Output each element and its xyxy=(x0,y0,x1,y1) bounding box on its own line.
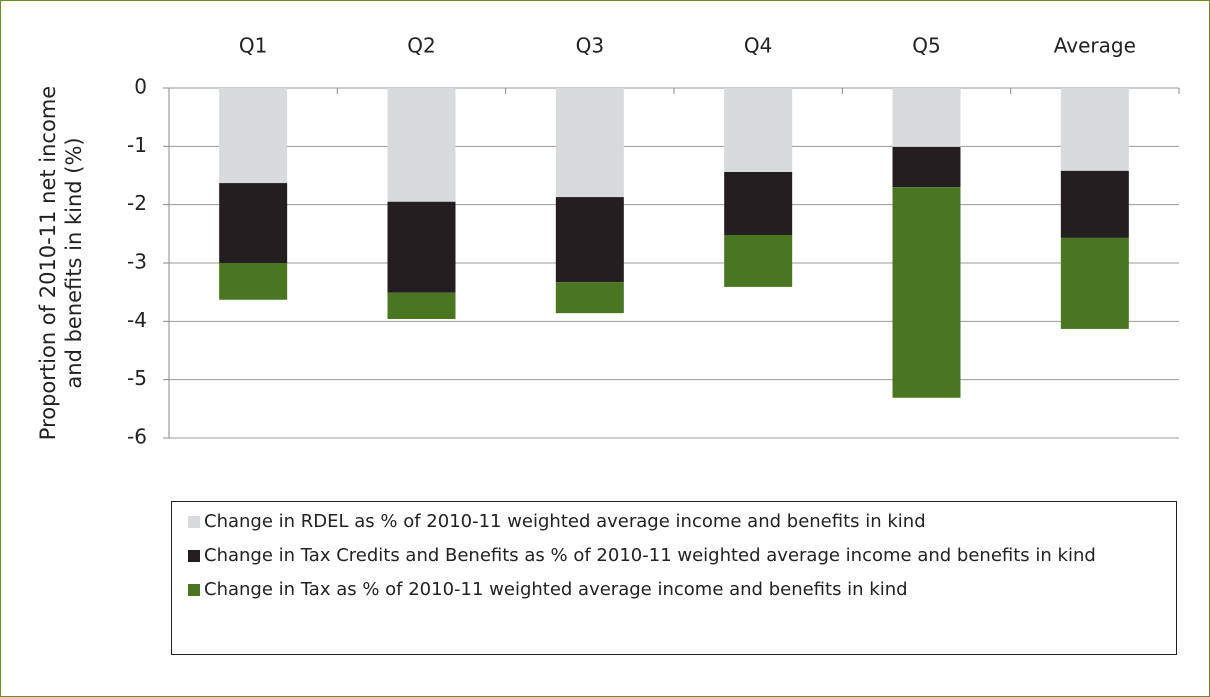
legend-label: Change in Tax as % of 2010-11 weighted a… xyxy=(204,579,908,600)
bar-segment xyxy=(724,235,793,287)
x-tick-label: Q5 xyxy=(912,34,940,58)
bar-segment xyxy=(892,146,961,188)
bar-segment xyxy=(219,183,288,263)
x-tick-label: Q3 xyxy=(576,34,604,58)
bar-segment xyxy=(387,88,456,202)
y-tick-label: -3 xyxy=(127,250,147,274)
legend-item: Change in Tax as % of 2010-11 weighted a… xyxy=(188,578,1166,602)
y-tick-label: -2 xyxy=(127,191,147,215)
legend-item: Change in Tax Credits and Benefits as % … xyxy=(188,544,1166,568)
bar-segment xyxy=(219,88,288,184)
bar-segment xyxy=(1060,237,1129,329)
y-tick-label: -4 xyxy=(127,308,147,332)
bar-segment xyxy=(724,88,793,172)
bar-segment xyxy=(219,263,288,300)
x-tick-label: Q4 xyxy=(744,34,772,58)
bar-segment xyxy=(555,197,624,283)
x-tick-label: Average xyxy=(1054,34,1136,58)
legend-label: Change in RDEL as % of 2010-11 weighted … xyxy=(204,511,926,532)
bar-segment xyxy=(387,201,456,293)
bar-segment xyxy=(555,88,624,198)
legend-swatch xyxy=(188,516,200,528)
bar-segment xyxy=(387,292,456,319)
y-tick-label: -5 xyxy=(127,366,147,390)
bar-segment xyxy=(1060,170,1129,238)
legend-swatch xyxy=(188,584,200,596)
bar-segment xyxy=(892,187,961,398)
legend: Change in RDEL as % of 2010-11 weighted … xyxy=(171,501,1177,655)
y-tick-label: -6 xyxy=(127,425,147,449)
legend-label: Change in Tax Credits and Benefits as % … xyxy=(204,545,1096,566)
bar-segment xyxy=(892,88,961,147)
bar-segment xyxy=(724,172,793,235)
bar-segment xyxy=(1060,88,1129,171)
x-tick-label: Q1 xyxy=(239,34,267,58)
legend-item: Change in RDEL as % of 2010-11 weighted … xyxy=(188,510,1166,534)
y-axis-label: Proportion of 2010-11 net income and ben… xyxy=(36,85,86,441)
bar-segment xyxy=(555,282,624,314)
y-tick-label: 0 xyxy=(134,75,147,99)
x-tick-label: Q2 xyxy=(407,34,435,58)
legend-swatch xyxy=(188,550,200,562)
y-tick-label: -1 xyxy=(127,133,147,157)
